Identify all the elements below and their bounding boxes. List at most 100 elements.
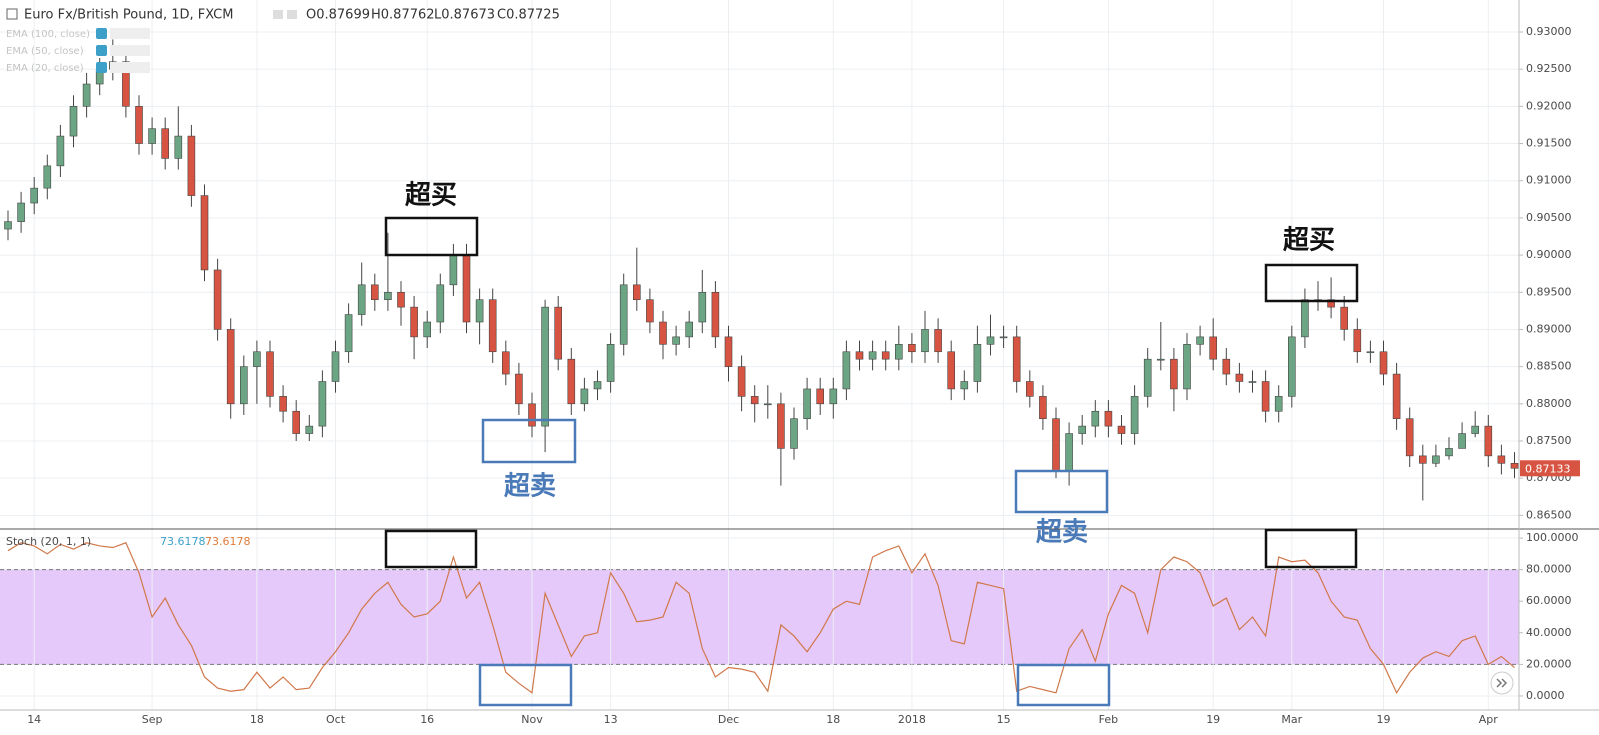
oversold-box (478, 663, 573, 707)
x-tick-label: Feb (1099, 713, 1118, 726)
x-tick-label: 13 (604, 713, 618, 726)
last-price-label: 0.87133 (1525, 462, 1571, 475)
y-tick-label: 60.0000 (1526, 594, 1572, 607)
stoch-title: Stoch (20, 1, 1) (6, 535, 91, 548)
candle-body (816, 388, 825, 405)
candle-body (1157, 358, 1165, 361)
candle-body (881, 351, 890, 360)
scroll-icon[interactable] (1496, 678, 1508, 688)
scroll-button[interactable] (1490, 671, 1514, 695)
candle-body (1288, 336, 1296, 397)
annotation: 超卖 (504, 472, 556, 502)
candle-body (737, 366, 746, 397)
band (0, 569, 1519, 665)
candle-body (1419, 455, 1427, 464)
menu-icon[interactable] (6, 8, 18, 20)
candle-body (161, 128, 169, 159)
candle-body (331, 351, 340, 382)
annotation: 超卖 (1036, 518, 1088, 548)
candle-body (1405, 418, 1414, 457)
symbol: Euro Fx/British Pound, 1D, FXCM (24, 8, 233, 23)
candle-body (397, 291, 405, 308)
hide-icon[interactable] (287, 10, 297, 19)
candle-body (305, 425, 314, 434)
y-tick-label: 0.88000 (1526, 397, 1572, 410)
candle-body (750, 396, 759, 405)
candle-body (200, 195, 209, 271)
candle-body (1065, 433, 1073, 472)
candle-body (30, 187, 39, 204)
candle-body (475, 299, 484, 323)
candle-body (43, 165, 52, 189)
candle-body (619, 284, 628, 345)
candle-body (344, 314, 353, 353)
candle-body (960, 381, 969, 390)
candle-body (488, 299, 497, 353)
candle-body (803, 388, 811, 419)
candle-body (240, 366, 248, 405)
candle-body (515, 373, 523, 405)
candle-body (790, 418, 798, 449)
candle-body (842, 351, 851, 390)
candle-body (370, 284, 379, 300)
candle-body (934, 329, 942, 353)
candle-body (777, 403, 785, 449)
indicator-tools[interactable] (110, 62, 150, 73)
candle-body (1104, 410, 1113, 427)
y-tick-label: 20.0000 (1526, 657, 1572, 670)
candle-body (593, 381, 602, 390)
candle-body (646, 299, 654, 323)
x-tick-label: Oct (326, 713, 346, 726)
y-tick-label: 0.0000 (1526, 689, 1565, 702)
overbought-box (384, 529, 478, 569)
indicator-label: EMA (100, close) (6, 29, 90, 40)
oversold-box (1014, 469, 1109, 514)
candle-body (423, 321, 432, 338)
candle-body (567, 358, 576, 405)
overbought-box (384, 216, 479, 257)
marks (4, 39, 1519, 695)
candle-body (174, 135, 183, 159)
overbought-box (1264, 528, 1358, 569)
indicator-tools[interactable] (110, 28, 150, 39)
candle-body (1274, 396, 1283, 412)
candle-body (528, 403, 536, 427)
candle-body (187, 135, 196, 196)
x-tick-label: Sep (142, 713, 163, 726)
candle-body (711, 291, 720, 338)
annotations (384, 216, 1359, 707)
last-price-tag (1520, 460, 1580, 477)
visibility-icon[interactable] (96, 62, 107, 73)
y-tick-label: 0.93000 (1526, 25, 1572, 38)
candle-body (1327, 299, 1335, 308)
x-tick-label: Nov (521, 713, 543, 726)
candle-body (855, 351, 864, 360)
candle-body (541, 306, 549, 427)
settings-icon[interactable] (273, 10, 283, 19)
stoch-line (7, 542, 1515, 695)
y-tick-label: 0.92000 (1526, 99, 1572, 112)
visibility-icon[interactable] (96, 28, 107, 39)
candle-body (69, 106, 78, 137)
indicator-label: EMA (20, close) (6, 63, 84, 74)
indicator-tools[interactable] (110, 45, 150, 56)
candle-body (1196, 336, 1204, 345)
candle-body (986, 336, 995, 345)
annotation: 超买 (405, 181, 457, 211)
candle-body (1510, 463, 1519, 469)
candle-body (1143, 358, 1152, 397)
y-tick-label: 0.86500 (1526, 508, 1572, 521)
candle-body (685, 321, 694, 338)
candle-body (999, 336, 1008, 339)
x-tick-label: 16 (420, 713, 434, 726)
candle-body (1091, 410, 1100, 427)
x-tick-label: 19 (1377, 713, 1391, 726)
y-tick-label: 0.90500 (1526, 211, 1572, 224)
stoch-readout: 73.6178 (160, 535, 206, 548)
candle-body (698, 291, 707, 323)
candle-body (318, 381, 327, 427)
candle-body (947, 351, 956, 390)
candle-body (1497, 455, 1506, 464)
visibility-icon[interactable] (96, 45, 107, 56)
